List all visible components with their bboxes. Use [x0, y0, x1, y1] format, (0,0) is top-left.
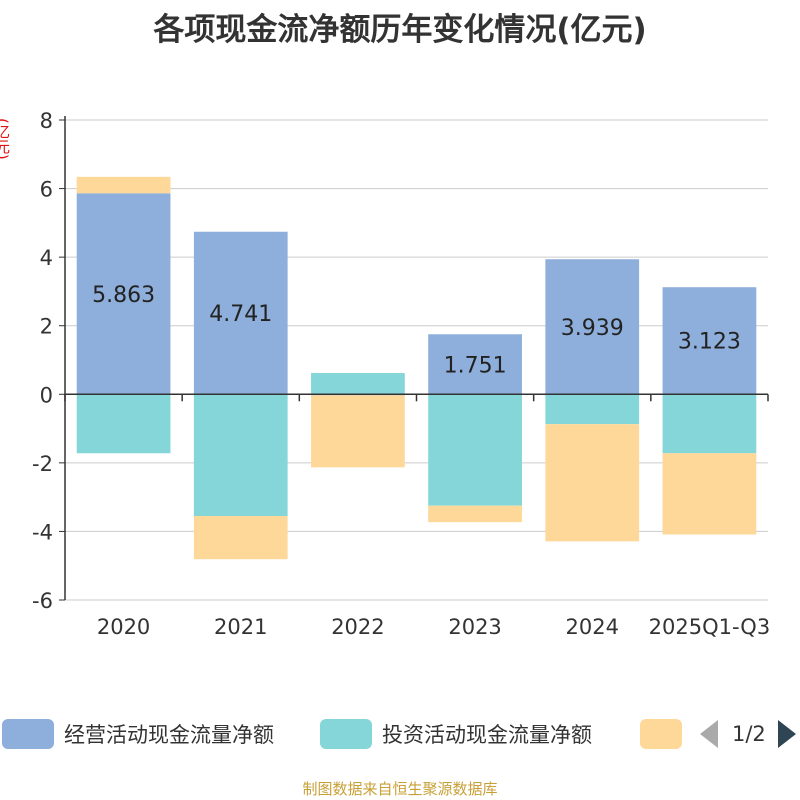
- legend-swatch-operating: [2, 719, 54, 749]
- y-tick-label: -6: [32, 589, 53, 613]
- bar-2-2025Q1-Q3: [662, 394, 757, 454]
- y-axis-unit-label: (亿元): [0, 118, 11, 160]
- bar-2-2023: [428, 394, 522, 506]
- legend-label-operating: 经营活动现金流量净额: [64, 723, 274, 747]
- source-note: 制图数据来自恒生聚源数据库: [302, 780, 498, 798]
- x-tick-label: 2023: [448, 615, 501, 639]
- legend-item-financing[interactable]: [640, 716, 682, 752]
- bar-2-2021: [193, 394, 288, 516]
- x-tick-label: 2021: [214, 615, 267, 639]
- bar-2-2020: [76, 394, 171, 454]
- data-label: 3.939: [561, 316, 624, 341]
- pager-next-arrow-icon[interactable]: [777, 720, 796, 748]
- chart-title: 各项现金流净额历年变化情况(亿元): [153, 12, 647, 48]
- bar-3-2022: [311, 395, 405, 468]
- bar-1-2020: [76, 193, 171, 395]
- bar-2-2024: [545, 394, 640, 425]
- data-label: 1.751: [444, 353, 507, 378]
- bar-3-2025Q1-Q3: [662, 453, 757, 535]
- x-tick-label: 2024: [566, 615, 619, 639]
- legend-page-indicator: 1/2: [732, 722, 766, 746]
- bars: [76, 176, 757, 560]
- legend-swatch-financing: [640, 719, 682, 749]
- bar-1-2023: [428, 334, 522, 395]
- pager-prev-arrow-icon[interactable]: [700, 720, 718, 748]
- legend-item-operating[interactable]: 经营活动现金流量净额: [2, 716, 274, 752]
- axes: -6 -4 -2 0 2 4 6 8 2020 2021 2022 2023 2024 2025Q1-Q3: [32, 109, 770, 639]
- bar-2-2022: [311, 373, 405, 395]
- bar-3-2020: [76, 176, 171, 194]
- y-tick-label: 0: [40, 383, 53, 407]
- y-tick-label: -4: [32, 520, 53, 544]
- legend-swatch-investing: [320, 719, 372, 749]
- data-label: 5.863: [92, 283, 155, 308]
- y-tick-label: -2: [32, 452, 53, 476]
- data-label: 4.741: [209, 302, 272, 327]
- chart-plot: -6 -4 -2 0 2 4 6 8 2020 2021 2022 2023 2024 2025Q1-Q3…: [32, 109, 770, 639]
- x-tick-label: 2022: [331, 615, 384, 639]
- bar-3-2023: [428, 505, 522, 523]
- bar-1-2021: [193, 231, 288, 395]
- legend-label-investing: 投资活动现金流量净额: [382, 723, 592, 747]
- y-tick-label: 8: [40, 109, 53, 133]
- x-tick-label: 2020: [97, 615, 150, 639]
- legend-pager: 1/2: [700, 716, 796, 752]
- bar-1-2025Q1-Q3: [662, 287, 757, 395]
- data-label: 3.123: [678, 330, 741, 355]
- bar-3-2021: [193, 516, 288, 560]
- y-tick-label: 6: [40, 178, 53, 202]
- bar-1-2024: [545, 259, 640, 395]
- gridlines: [65, 119, 768, 601]
- x-tick-label: 2025Q1-Q3: [649, 615, 771, 639]
- legend: 经营活动现金流量净额 投资活动现金流量净额 1/2: [0, 716, 800, 752]
- bar-3-2024: [545, 424, 640, 542]
- y-tick-label: 4: [40, 246, 53, 270]
- y-tick-label: 2: [40, 315, 53, 339]
- legend-item-investing[interactable]: 投资活动现金流量净额: [320, 716, 592, 752]
- data-labels: 5.863 4.741 1.751 3.939 3.123: [92, 283, 741, 378]
